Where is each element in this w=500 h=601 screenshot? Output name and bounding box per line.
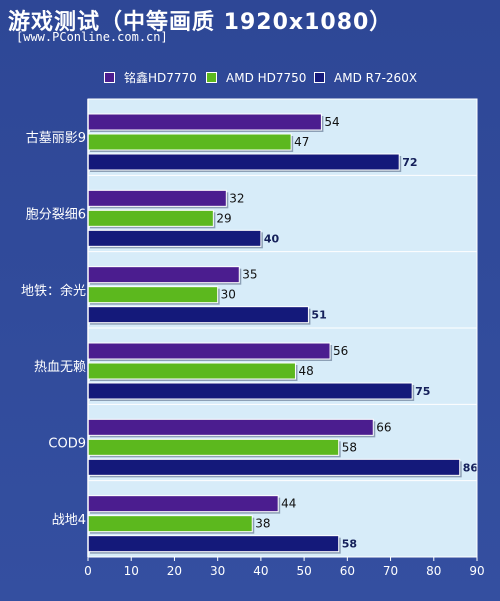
data-label: 30 (221, 288, 236, 302)
legend-label-series-2: AMD HD7750 (226, 71, 307, 85)
bar-1-5 (87, 418, 374, 436)
category-label: 古墓丽影9 (26, 131, 86, 146)
bar-1-2 (87, 189, 227, 207)
bar-3-3 (87, 306, 309, 324)
x-tick-label: 0 (84, 564, 92, 578)
bar-1-3 (87, 266, 240, 284)
legend: 铭鑫HD7770 AMD HD7750 AMD R7-260X (0, 70, 500, 86)
bar-1-1 (87, 113, 322, 131)
data-label: 86 (463, 461, 479, 474)
bar-1-6 (87, 495, 279, 513)
chart-title: 游戏测试（中等画质 1920x1080） (8, 10, 393, 35)
legend-label-series-1: 铭鑫HD7770 (124, 71, 197, 85)
data-label: 66 (376, 420, 391, 434)
data-label: 47 (294, 135, 309, 149)
category-label: 胞分裂细6 (26, 208, 86, 223)
chart-source: [www.PConline.com.cn] (16, 30, 168, 44)
data-label: 29 (216, 211, 231, 225)
data-label: 58 (342, 538, 357, 551)
x-tick-label: 40 (253, 564, 268, 578)
bar-2-5 (87, 438, 340, 456)
x-tick-label: 50 (296, 564, 311, 578)
data-label: 35 (242, 268, 257, 282)
data-label: 54 (324, 115, 339, 129)
data-label: 32 (229, 191, 244, 205)
x-tick-label: 30 (210, 564, 225, 578)
category-label: COD9 (48, 437, 86, 452)
data-label: 44 (281, 497, 296, 511)
x-tick-label: 70 (383, 564, 398, 578)
category-label: 热血无赖 (34, 360, 86, 375)
data-label: 75 (415, 385, 430, 398)
plot-border (87, 98, 478, 558)
data-label: 51 (311, 309, 326, 322)
x-tick-label: 90 (469, 564, 484, 578)
bar-2-3 (87, 286, 219, 304)
legend-swatch-series-1 (104, 72, 115, 83)
bar-2-1 (87, 133, 292, 151)
bar-3-4 (87, 382, 413, 400)
x-tick-label: 60 (340, 564, 355, 578)
x-tick-label: 80 (426, 564, 441, 578)
x-tick-label: 10 (124, 564, 139, 578)
data-label: 56 (333, 344, 348, 358)
data-label: 72 (402, 156, 417, 169)
bar-2-2 (87, 209, 214, 227)
bar-2-6 (87, 515, 253, 533)
category-label: 地铁：余光 (21, 283, 86, 299)
data-label: 38 (255, 517, 270, 531)
legend-swatch-series-3 (314, 72, 325, 83)
data-label: 40 (264, 232, 280, 245)
bar-1-4 (87, 342, 331, 360)
bar-3-6 (87, 535, 340, 553)
bar-2-4 (87, 362, 296, 380)
bar-3-1 (87, 153, 400, 171)
category-label: 战地4 (52, 513, 86, 528)
legend-swatch-series-2 (206, 72, 217, 83)
bar-3-5 (87, 458, 461, 476)
x-tick-label: 20 (167, 564, 182, 578)
legend-label-series-3: AMD R7-260X (334, 71, 418, 85)
data-label: 58 (342, 440, 357, 454)
data-label: 48 (298, 364, 313, 378)
bar-3-2 (87, 229, 262, 247)
